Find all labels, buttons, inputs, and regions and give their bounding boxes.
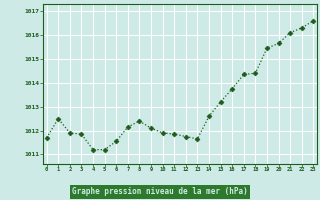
Text: Graphe pression niveau de la mer (hPa): Graphe pression niveau de la mer (hPa) (72, 188, 248, 196)
